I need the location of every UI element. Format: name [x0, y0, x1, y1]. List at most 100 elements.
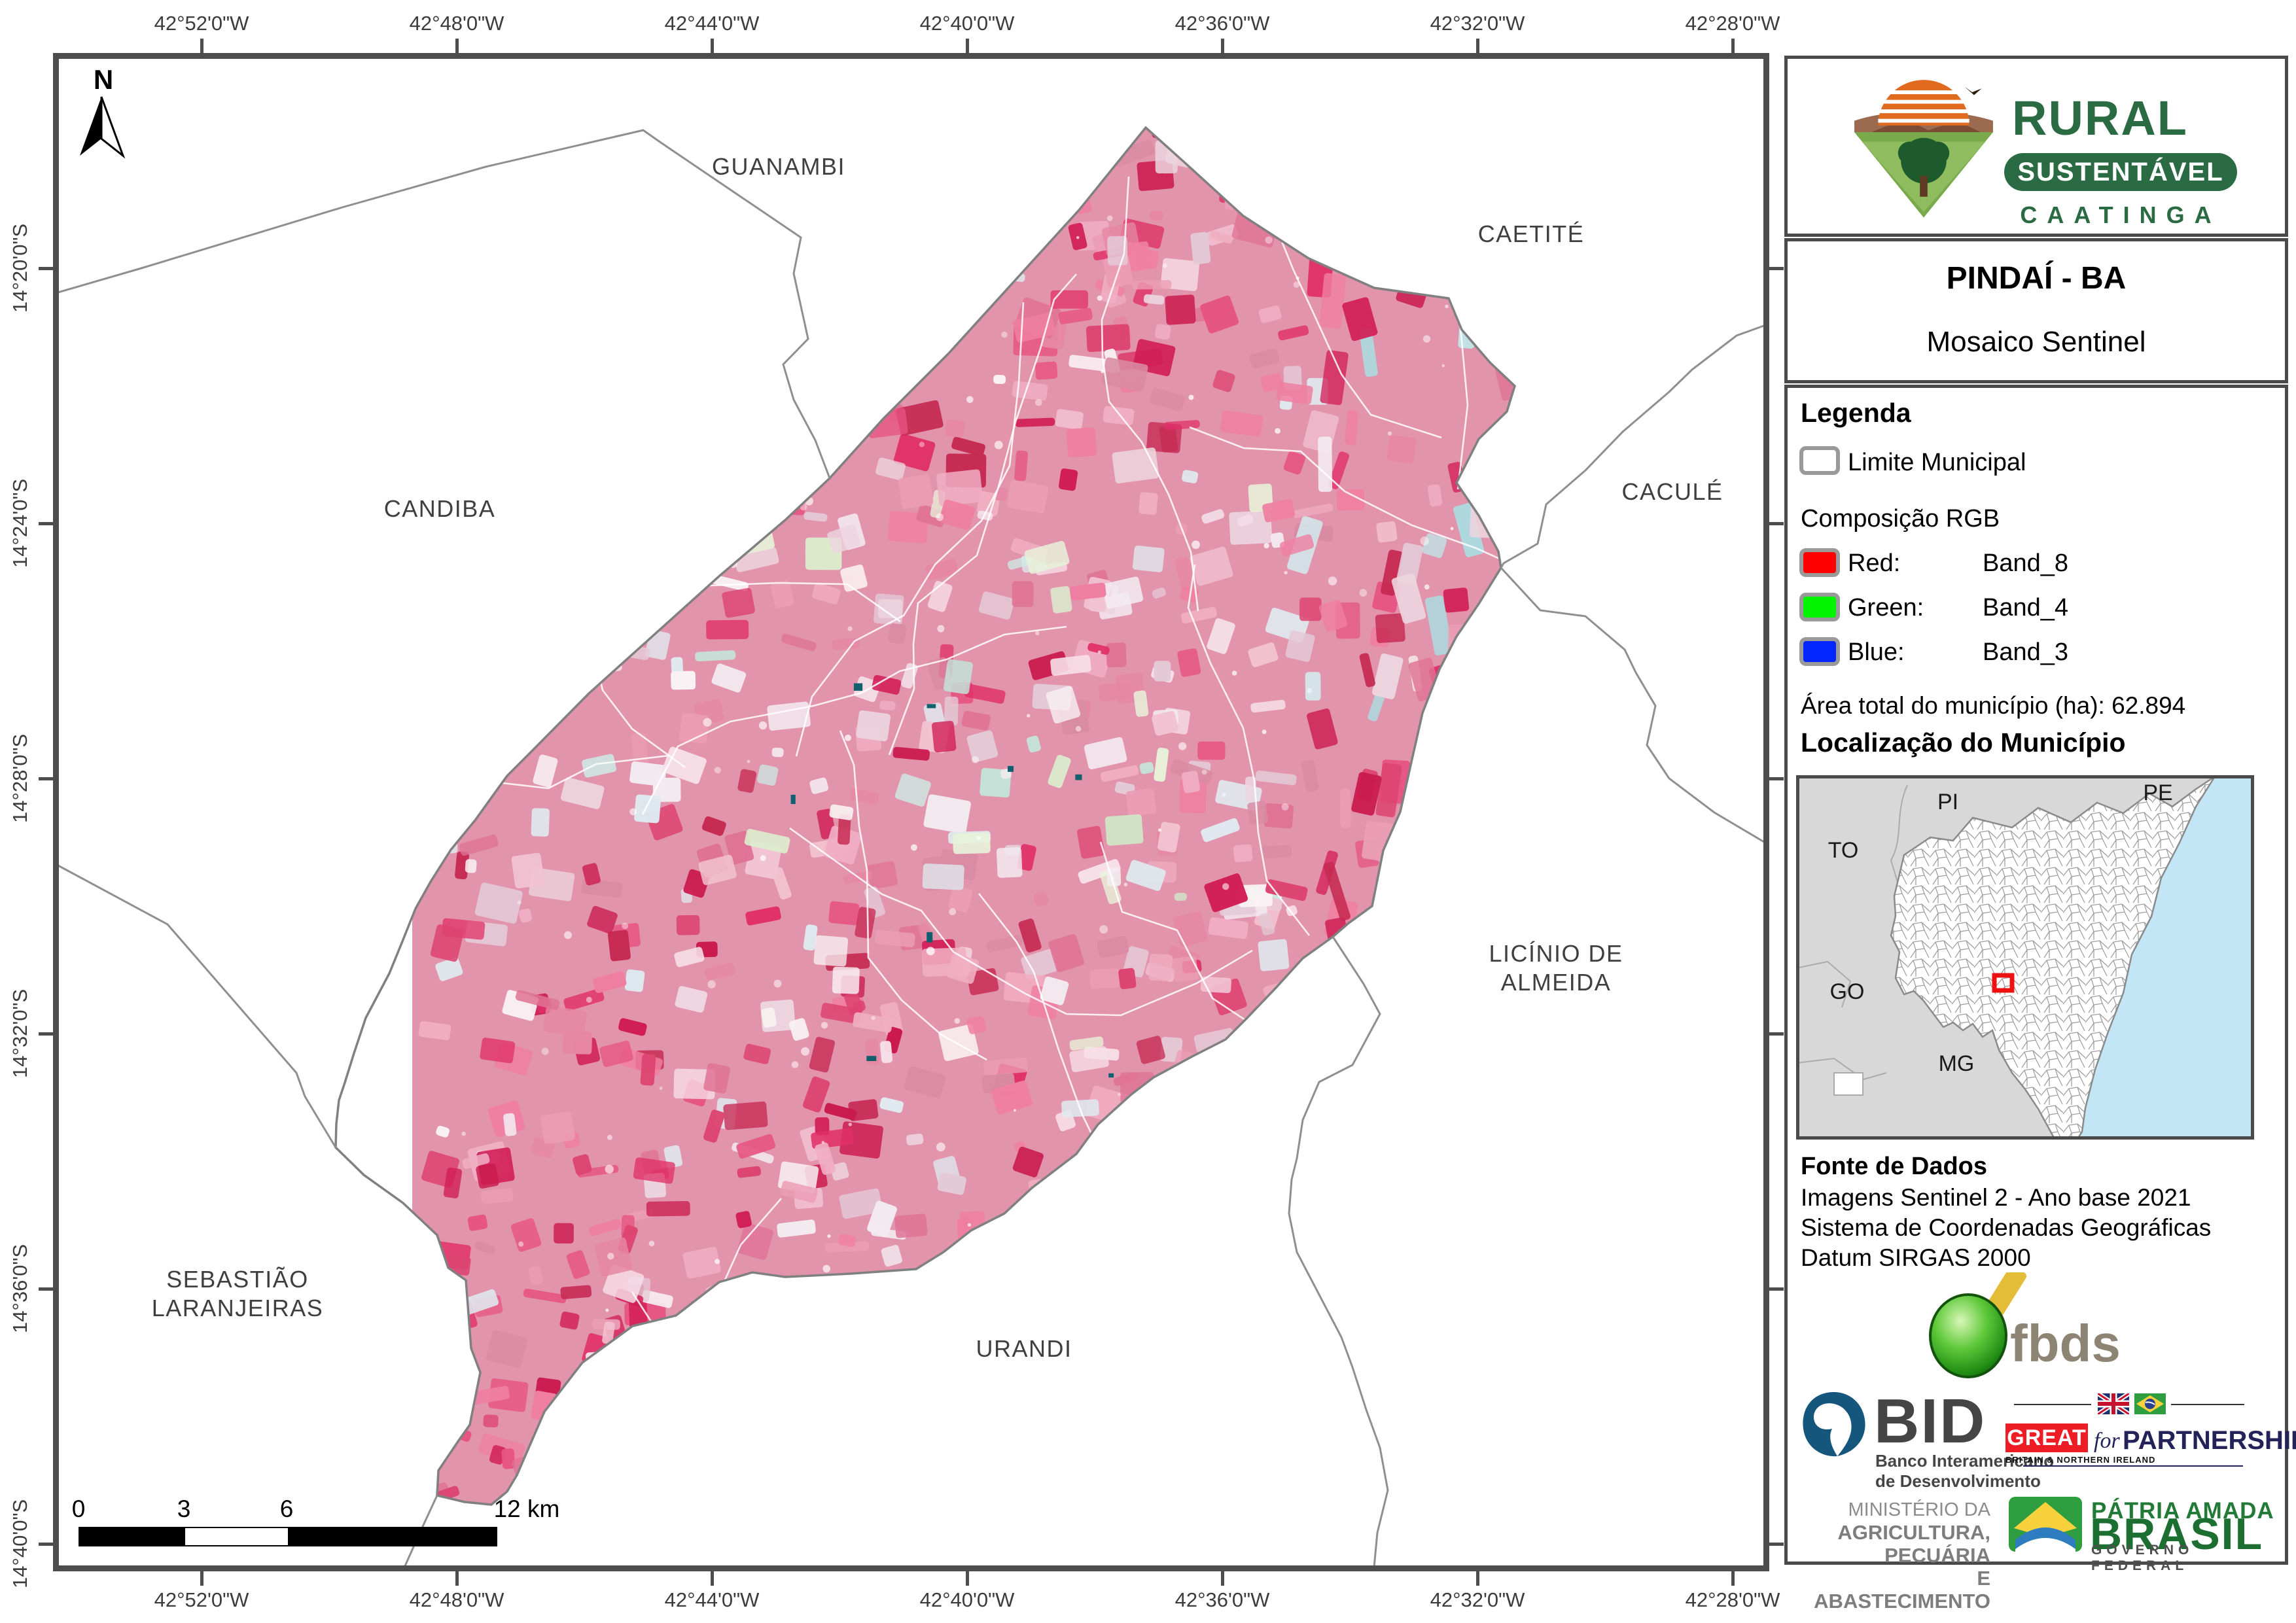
- patria-line3: GOVERNO FEDERAL: [2091, 1543, 2194, 1573]
- place-label-caetit-: CAETITÉ: [1477, 220, 1585, 247]
- scale-number: 3: [177, 1495, 191, 1522]
- brazil-flag-icon: [2134, 1393, 2166, 1414]
- great-for-text: for: [2094, 1429, 2120, 1453]
- rural-logo-word3: CAATINGA: [2020, 201, 2221, 228]
- left-tick: [39, 1287, 53, 1291]
- rgb-label: Green:: [1848, 594, 1924, 621]
- patria-line1: PÁTRIA AMADA: [2091, 1498, 2274, 1524]
- rural-logo-word1: RURAL: [2012, 91, 2188, 145]
- scale-bar-white-segment: [185, 1528, 288, 1545]
- rgb-label: Red:: [1848, 550, 1901, 577]
- place-label-guanambi: GUANAMBI: [711, 153, 846, 180]
- legend-heading: Legenda: [1801, 398, 1911, 428]
- great-underline: [2023, 1465, 2243, 1467]
- bottom-tick: [455, 1571, 459, 1586]
- neighbour-boundary-lines: [55, 129, 1768, 1568]
- top-axis-label: 42°48'0"W: [409, 12, 504, 35]
- top-tick: [711, 39, 714, 53]
- place-label-lic-nio-de: LICÍNIO DE ALMEIDA: [1489, 940, 1623, 996]
- rgb-band-value: Band_8: [1983, 550, 2069, 577]
- bottom-axis-label: 42°36'0"W: [1174, 1588, 1270, 1611]
- top-tick: [455, 39, 459, 53]
- sidebar-title-box: [1784, 238, 2288, 383]
- left-axis-label: 14°36'0"S: [9, 1244, 31, 1334]
- left-axis-label: 14°20'0"S: [9, 223, 31, 313]
- top-axis-label: 42°32'0"W: [1430, 12, 1525, 35]
- source-line-1: Imagens Sentinel 2 - Ano base 2021: [1801, 1184, 2191, 1211]
- bottom-axis-label: 42°44'0"W: [664, 1588, 760, 1611]
- right-tick: [1769, 777, 1784, 780]
- inset-bahia-shape: [1890, 775, 2216, 1140]
- inset-state-label-mg: MG: [1938, 1051, 1975, 1076]
- source-line-3: Datum SIRGAS 2000: [1801, 1244, 2031, 1271]
- top-tick: [1476, 39, 1479, 53]
- left-axis-label: 14°28'0"S: [9, 733, 31, 824]
- bottom-tick: [1476, 1571, 1479, 1586]
- limite-municipal-swatch: [1799, 446, 1840, 475]
- map-frame: [53, 53, 1769, 1571]
- bid-logo-text: BID: [1874, 1386, 1987, 1456]
- inset-state-label-go: GO: [1829, 979, 1865, 1004]
- great-partnership-text: PARTNERSHIP: [2123, 1426, 2296, 1455]
- left-axis-label: 14°32'0"S: [9, 988, 31, 1079]
- location-inset-map: [1796, 775, 2254, 1140]
- patria-amada-flag-icon: [2009, 1497, 2082, 1552]
- rgb-band-value: Band_4: [1983, 594, 2069, 621]
- bottom-axis-label: 42°28'0"W: [1685, 1588, 1780, 1611]
- place-label-urandi: URANDI: [976, 1335, 1072, 1362]
- ministerio-line3: E ABASTECIMENTO: [1814, 1567, 1990, 1613]
- bid-sub-line1: Banco Interamericano: [1875, 1451, 2055, 1471]
- ministerio-logo-text: MINISTÉRIO DA AGRICULTURA, PECUÁRIA E AB…: [1803, 1499, 1990, 1613]
- left-tick: [39, 1032, 53, 1036]
- top-axis-label: 42°36'0"W: [1174, 12, 1270, 35]
- bottom-axis-label: 42°52'0"W: [154, 1588, 249, 1611]
- rgb-swatch-blue: [1799, 637, 1840, 666]
- rural-sustentavel-caatinga-logo-icon: [1854, 80, 1993, 218]
- bottom-tick: [1221, 1571, 1224, 1586]
- bottom-axis-label: 42°48'0"W: [409, 1588, 504, 1611]
- bottom-axis-label: 42°32'0"W: [1430, 1588, 1525, 1611]
- uk-flag-icon: [2098, 1393, 2129, 1414]
- left-axis-label: 14°40'0"S: [9, 1499, 31, 1589]
- fbds-logo-text: fbds: [2010, 1314, 2121, 1372]
- right-tick: [1769, 267, 1784, 270]
- left-tick: [39, 267, 53, 270]
- top-tick: [1731, 39, 1735, 53]
- great-divider-right: [2171, 1404, 2244, 1405]
- rgb-swatch-red: [1799, 548, 1840, 577]
- bottom-tick: [1731, 1571, 1735, 1586]
- rural-logo-word2: SUSTENTÁVEL: [2004, 153, 2237, 191]
- great-logo-box: GREAT: [2005, 1423, 2088, 1452]
- rgb-heading: Composição RGB: [1801, 505, 2000, 532]
- place-label-sebasti-o: SEBASTIÃO LARANJEIRAS: [151, 1266, 324, 1321]
- source-heading: Fonte de Dados: [1801, 1153, 1988, 1180]
- top-tick: [966, 39, 969, 53]
- top-axis-label: 42°52'0"W: [154, 12, 249, 35]
- left-axis-label: 14°24'0"S: [9, 478, 31, 568]
- scale-number: 6: [279, 1495, 294, 1522]
- fbds-logo-icon: [1929, 1272, 2027, 1378]
- great-divider-left: [2014, 1404, 2091, 1405]
- north-label: N: [93, 64, 114, 95]
- inset-state-label-to: TO: [1828, 838, 1859, 863]
- left-tick: [39, 522, 53, 525]
- map-title: PINDAÍ - BA: [1946, 261, 2127, 296]
- ministerio-line1: MINISTÉRIO DA: [1848, 1499, 1990, 1520]
- ministerio-line2: AGRICULTURA, PECUÁRIA: [1837, 1521, 1990, 1567]
- inset-ocean: [2077, 775, 2254, 1140]
- municipal-limit-outline: [334, 126, 1516, 1506]
- bid-logo-subtext: Banco Interamericano de Desenvolvimento: [1875, 1451, 2054, 1492]
- rgb-band-value: Band_3: [1983, 638, 2069, 666]
- rgb-swatch-green: [1799, 593, 1840, 621]
- place-label-cacul-: CACULÉ: [1621, 478, 1723, 505]
- bottom-tick: [711, 1571, 714, 1586]
- source-line-2: Sistema de Coordenadas Geográficas: [1801, 1214, 2212, 1241]
- bottom-tick: [966, 1571, 969, 1586]
- right-tick: [1769, 1032, 1784, 1036]
- rgb-label: Blue:: [1848, 638, 1905, 666]
- right-tick: [1769, 522, 1784, 525]
- top-axis-label: 42°40'0"W: [919, 12, 1015, 35]
- bid-sub-line2: de Desenvolvimento: [1875, 1471, 2041, 1491]
- place-label-candiba: CANDIBA: [383, 495, 496, 522]
